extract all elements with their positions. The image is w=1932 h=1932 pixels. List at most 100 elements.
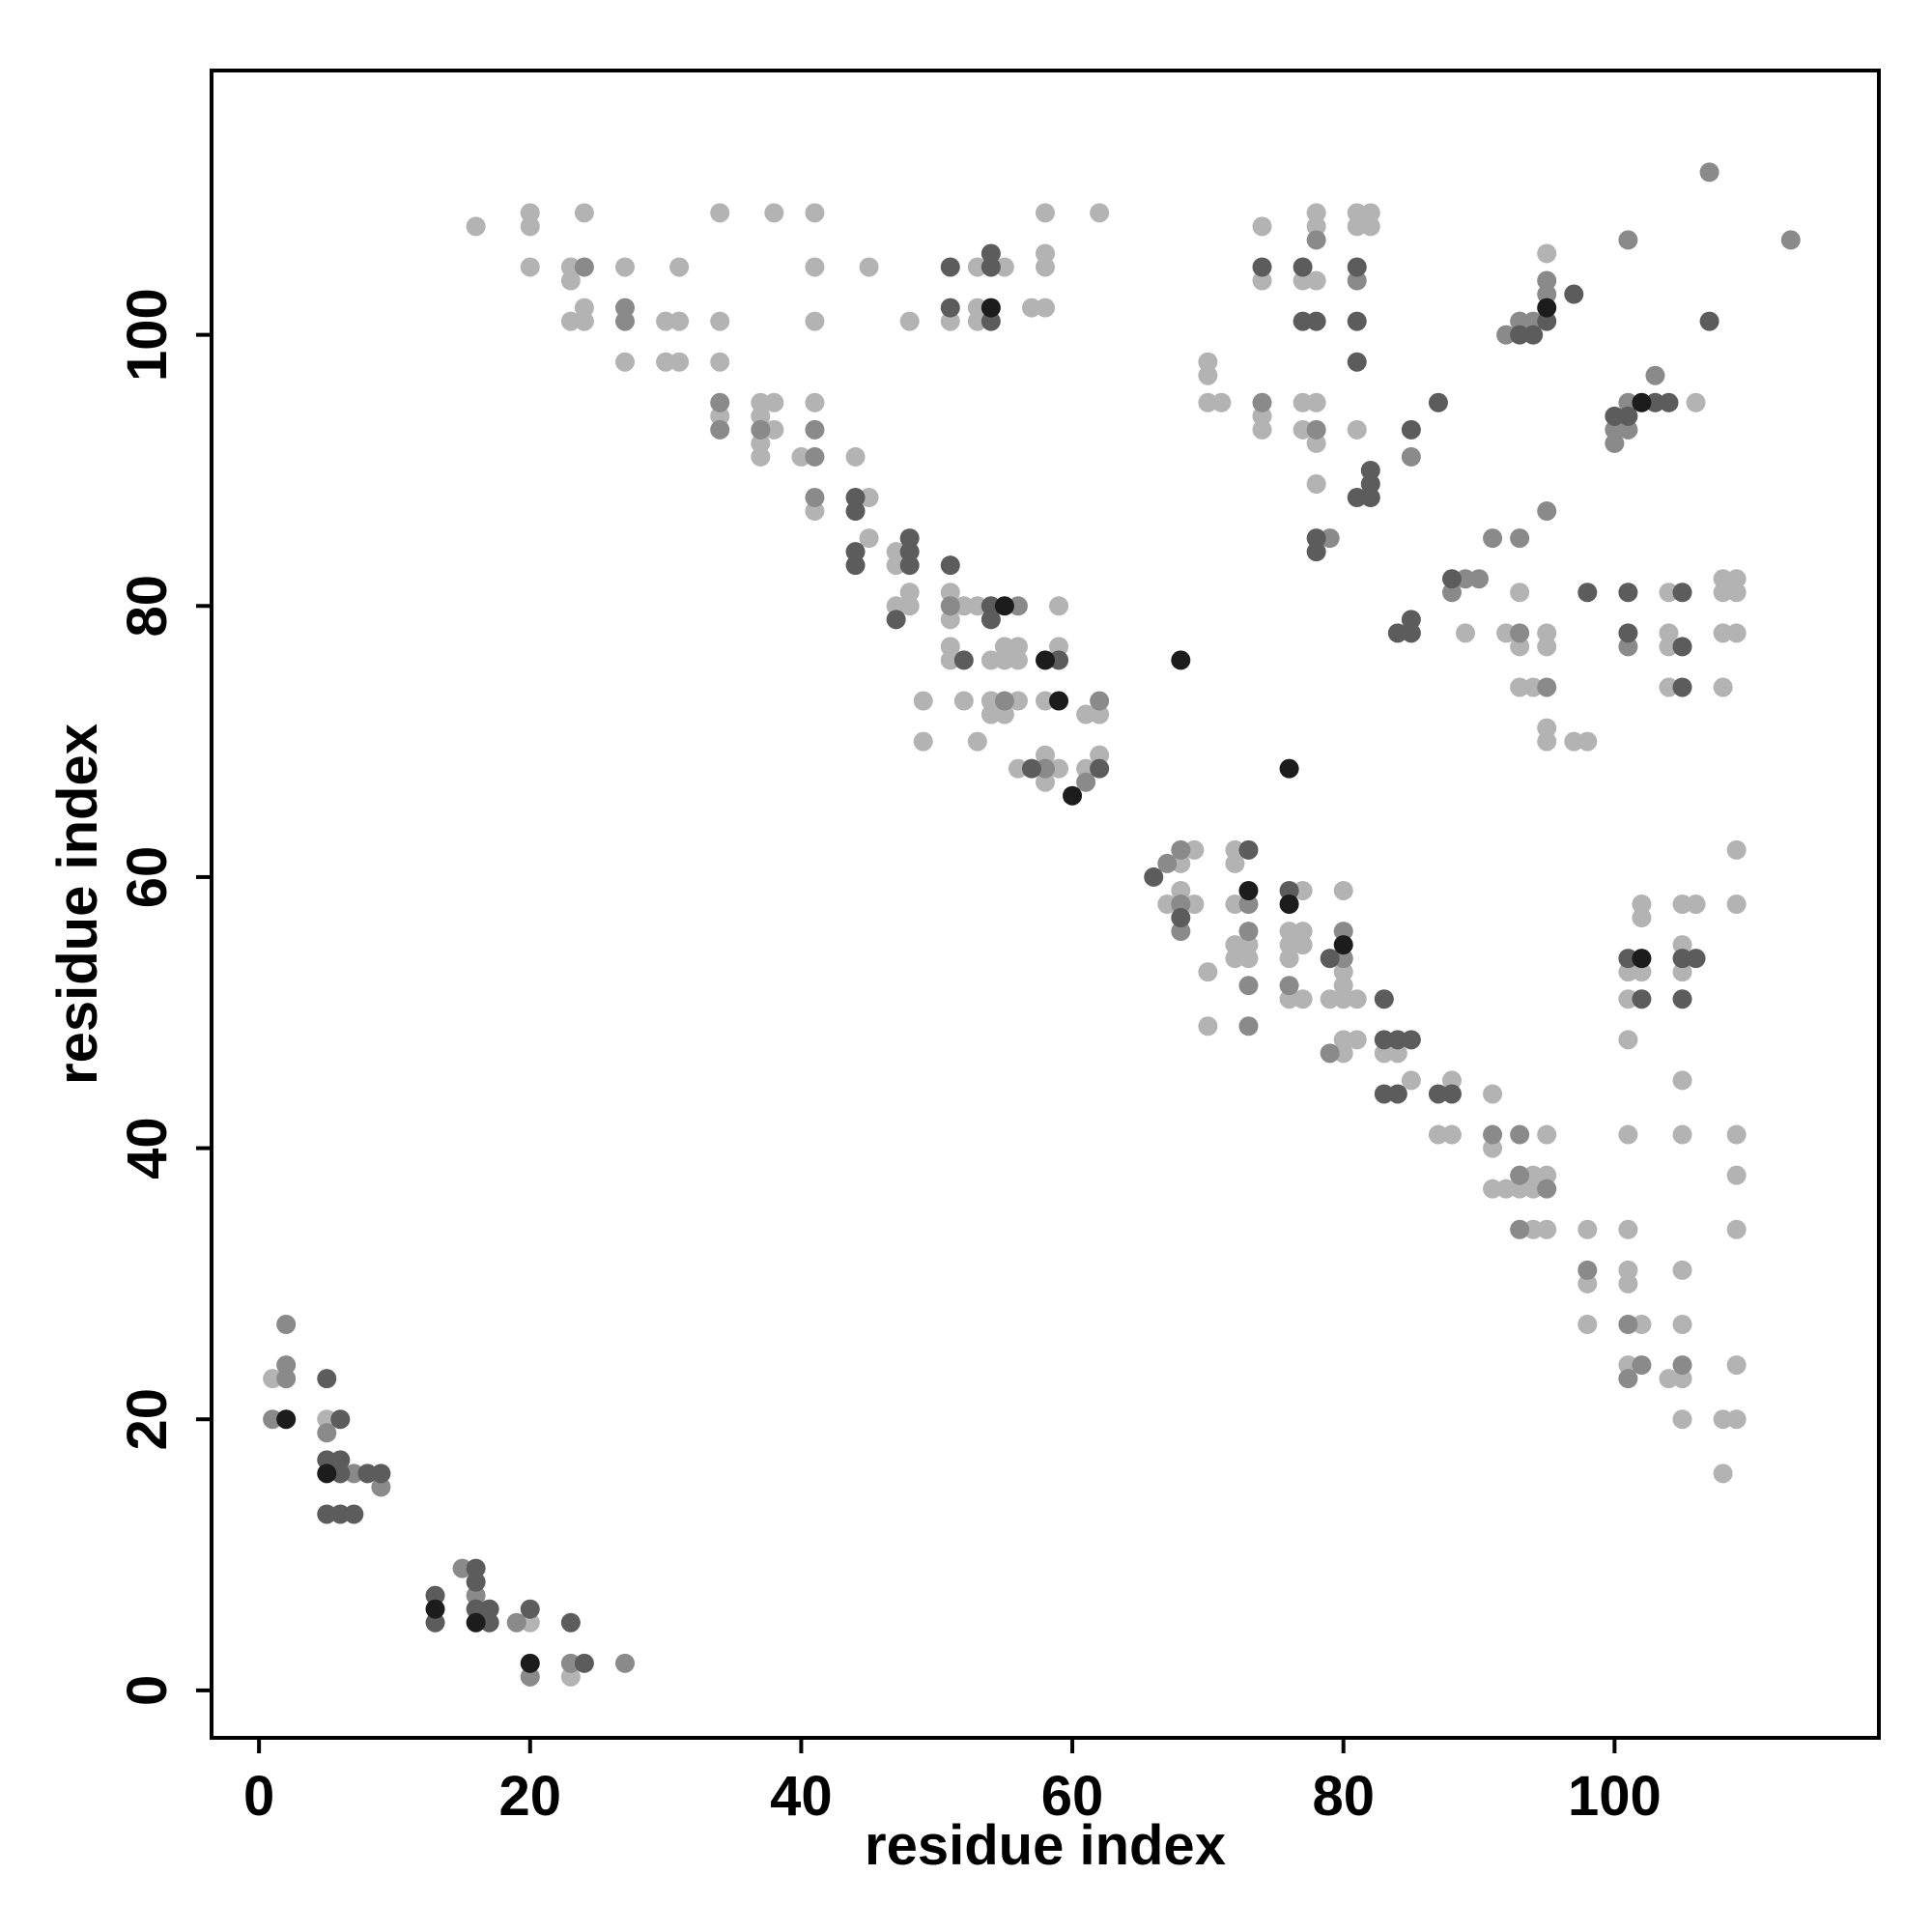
contact-point (1374, 1043, 1394, 1064)
contact-point (1293, 392, 1313, 412)
contact-point (1686, 949, 1706, 969)
contact-point (479, 1612, 499, 1633)
contact-point (1577, 1273, 1598, 1293)
contact-point (1618, 1315, 1638, 1335)
contact-point (1049, 637, 1069, 657)
contact-point (1510, 325, 1530, 345)
contact-point (1293, 270, 1313, 291)
contact-point (1537, 1165, 1557, 1185)
contact-point (1672, 1409, 1692, 1430)
contact-point (994, 704, 1014, 724)
contact-point (980, 243, 1001, 264)
contact-point (1726, 1355, 1747, 1376)
contact-point (1618, 637, 1638, 657)
contact-point (1441, 1084, 1462, 1104)
contact-point (859, 257, 879, 277)
contact-point (1157, 853, 1178, 873)
contact-point (899, 582, 920, 603)
contact-point (560, 1653, 581, 1673)
contact-point (1090, 203, 1110, 223)
contact-point (980, 704, 1001, 724)
contact-point (967, 596, 987, 616)
contact-point (1387, 1030, 1407, 1050)
contact-point (764, 419, 784, 440)
contact-point (1347, 1030, 1367, 1050)
contact-point (1618, 962, 1638, 982)
contact-point (1618, 1260, 1638, 1280)
contact-point (1618, 1124, 1638, 1145)
contact-point (1144, 867, 1164, 887)
contact-point (1632, 908, 1652, 928)
x-tick-label: 20 (499, 1765, 562, 1828)
contact-point (886, 596, 906, 616)
contact-point (1347, 419, 1367, 440)
contact-point (1347, 203, 1367, 223)
contact-point (1577, 1260, 1598, 1280)
contact-point (1510, 1179, 1530, 1199)
contact-point (710, 203, 730, 223)
contact-point (1659, 392, 1679, 412)
contact-point (520, 1612, 540, 1633)
contact-point (845, 446, 866, 467)
contact-point (1605, 433, 1625, 453)
contact-point (276, 1369, 297, 1389)
contact-point (1537, 284, 1557, 304)
contact-point (1008, 691, 1028, 711)
contact-point (1496, 623, 1517, 643)
contact-point (276, 1315, 297, 1335)
contact-point (1672, 1124, 1692, 1145)
contact-point (1483, 1124, 1503, 1145)
contact-point (1537, 718, 1557, 738)
contact-point (1618, 419, 1638, 440)
contact-point (1441, 569, 1462, 589)
contact-point (574, 257, 594, 277)
contact-point (1632, 392, 1652, 412)
contact-point (1699, 162, 1719, 183)
contact-point (751, 392, 771, 412)
contact-point (560, 311, 581, 331)
contact-point (805, 419, 825, 440)
contact-point (980, 691, 1001, 711)
contact-point (1713, 569, 1733, 589)
contact-point (1360, 488, 1380, 508)
contact-point (710, 352, 730, 372)
contact-point (614, 311, 635, 331)
contact-point (1496, 1179, 1517, 1199)
contact-point (1374, 1084, 1394, 1104)
contact-point (1672, 935, 1692, 955)
contact-point (1523, 1165, 1544, 1185)
contact-point (614, 298, 635, 318)
contact-point (967, 298, 987, 318)
contact-point (1510, 1124, 1530, 1145)
y-tick-label: 60 (116, 846, 179, 909)
contact-point (1726, 1124, 1747, 1145)
contact-point (980, 596, 1001, 616)
contact-point (1387, 1084, 1407, 1104)
contact-point (1306, 230, 1326, 250)
contact-point (1021, 758, 1041, 779)
contact-point (1171, 895, 1191, 914)
contact-point (669, 311, 690, 331)
contact-point (1333, 976, 1353, 996)
contact-point (845, 501, 866, 522)
contact-point (1049, 650, 1069, 670)
contact-point (1659, 623, 1679, 643)
x-tick-label: 80 (1312, 1765, 1375, 1828)
contact-point (1401, 446, 1421, 467)
contact-point (317, 1504, 337, 1524)
contact-point (1333, 880, 1353, 900)
contact-point (886, 610, 906, 630)
contact-point (940, 596, 960, 616)
contact-point (1252, 270, 1272, 291)
contact-point (1632, 895, 1652, 914)
contact-point (1347, 989, 1367, 1009)
contact-point (1713, 582, 1733, 603)
points (263, 162, 1801, 1687)
contact-point (1632, 962, 1652, 982)
contact-point (466, 1612, 486, 1633)
contact-point (953, 596, 974, 616)
contact-point (520, 203, 540, 223)
contact-point (263, 1409, 283, 1430)
contact-point (1225, 949, 1245, 969)
contact-point (1564, 284, 1584, 304)
